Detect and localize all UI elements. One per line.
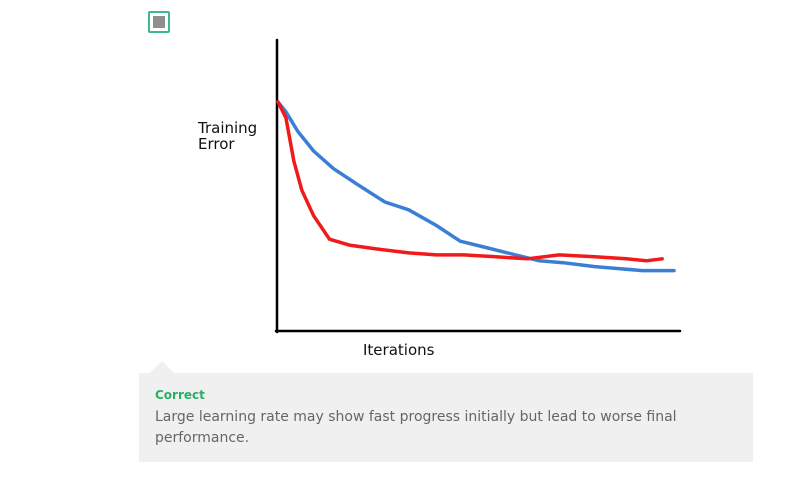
training-error-figure: Training Error Iterations (190, 30, 700, 370)
feedback-panel: Correct Large learning rate may show fas… (139, 373, 753, 462)
y-axis-label-line-2: Error (198, 135, 235, 153)
answer-checkbox[interactable] (148, 11, 170, 33)
feedback-message: Large learning rate may show fast progre… (155, 409, 677, 446)
feedback-status: Correct (155, 388, 205, 402)
series-line-red (276, 100, 664, 263)
x-axis-label: Iterations (363, 341, 435, 359)
y-axis-label-line-1: Training (198, 119, 258, 137)
series-layer (276, 100, 676, 273)
feedback-pointer (150, 361, 174, 373)
chart-canvas (274, 38, 682, 334)
checkbox-checked-indicator (153, 16, 165, 28)
series-line-blue (276, 100, 676, 273)
